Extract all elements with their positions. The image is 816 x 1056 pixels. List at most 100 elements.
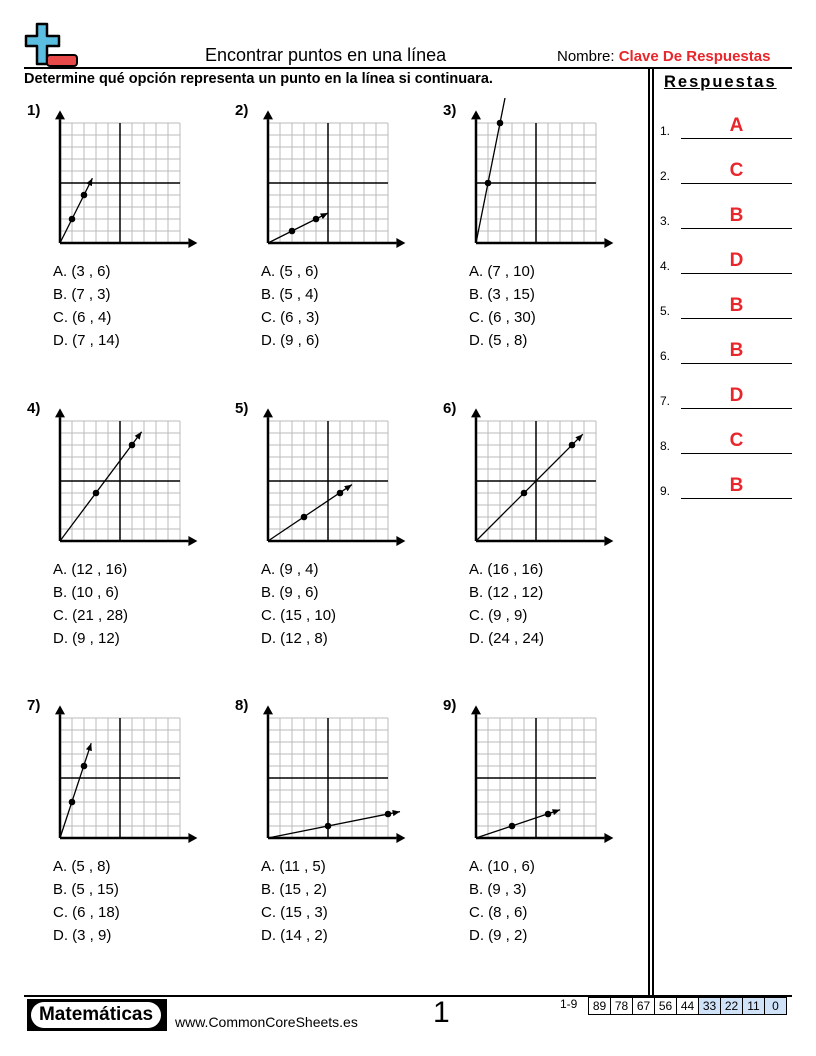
answer-option: C. (6 , 3) bbox=[261, 309, 320, 326]
answer-option: C. (15 , 10) bbox=[261, 607, 337, 624]
answer-number: 8. bbox=[660, 439, 671, 453]
plot-point bbox=[384, 810, 392, 818]
score-cell: 0 bbox=[765, 997, 787, 1015]
answer-value: B bbox=[681, 341, 792, 364]
answer-option: C. (21 , 28) bbox=[53, 607, 129, 624]
answer-value: B bbox=[681, 296, 792, 319]
x-axis-arrow bbox=[188, 238, 198, 248]
plot-line bbox=[59, 431, 143, 542]
answer-number: 4. bbox=[660, 259, 671, 273]
answer-value: B bbox=[681, 206, 792, 229]
answer-option: B. (15 , 2) bbox=[261, 881, 327, 898]
header-divider bbox=[24, 67, 792, 69]
y-axis-arrow bbox=[55, 705, 65, 715]
plot-line-arrow bbox=[344, 484, 352, 492]
answer-option: D. (9 , 12) bbox=[53, 630, 120, 647]
plot-point bbox=[508, 822, 516, 830]
plot-line bbox=[475, 433, 584, 542]
problem-number: 5) bbox=[235, 400, 249, 417]
plot-line bbox=[267, 212, 329, 244]
y-axis-arrow bbox=[263, 408, 273, 418]
answer-option: A. (9 , 4) bbox=[261, 561, 319, 578]
name-value: Clave De Respuestas bbox=[618, 48, 771, 65]
answer-option: C. (6 , 18) bbox=[53, 904, 120, 921]
answer-option: B. (12 , 12) bbox=[469, 584, 544, 601]
x-axis-arrow bbox=[188, 536, 198, 546]
problem-number: 8) bbox=[235, 697, 249, 714]
y-axis-arrow bbox=[263, 110, 273, 120]
score-cell: 33 bbox=[699, 997, 721, 1015]
answer-option: A. (11 , 5) bbox=[261, 858, 326, 875]
answer-number: 3. bbox=[660, 214, 671, 228]
problem-number: 9) bbox=[443, 697, 457, 714]
brand-logo: Matemáticas bbox=[27, 999, 167, 1031]
name-field: Nombre: Clave De Respuestas bbox=[557, 48, 770, 65]
answer-option: D. (9 , 2) bbox=[469, 927, 528, 944]
plot-point bbox=[568, 441, 576, 449]
answer-value: D bbox=[681, 386, 792, 409]
problem-number: 2) bbox=[235, 102, 249, 119]
plot-point bbox=[128, 441, 136, 449]
plot-point bbox=[496, 119, 504, 127]
site-url: www.CommonCoreSheets.es bbox=[175, 1014, 358, 1030]
y-axis-arrow bbox=[471, 705, 481, 715]
coordinate-graph bbox=[55, 705, 198, 843]
plot-line-arrow bbox=[392, 809, 400, 817]
plot-point bbox=[312, 215, 320, 223]
answer-option: A. (7 , 10) bbox=[469, 263, 535, 280]
score-cell: 67 bbox=[633, 997, 655, 1015]
answer-option: D. (7 , 14) bbox=[53, 332, 120, 349]
plot-line-arrow bbox=[552, 809, 560, 816]
x-axis-arrow bbox=[604, 536, 614, 546]
plot-point bbox=[80, 762, 88, 770]
answer-option: B. (9 , 6) bbox=[261, 584, 319, 601]
x-axis-arrow bbox=[604, 238, 614, 248]
y-axis-arrow bbox=[55, 110, 65, 120]
answer-option: A. (5 , 8) bbox=[53, 858, 111, 875]
plot-point bbox=[544, 810, 552, 818]
plot-line bbox=[267, 810, 401, 839]
page-title: Encontrar puntos en una línea bbox=[205, 45, 447, 65]
problem-number: 3) bbox=[443, 102, 457, 119]
answer-number: 5. bbox=[660, 304, 671, 318]
brand-text: Matemáticas bbox=[31, 1002, 161, 1028]
answers-heading: Respuestas bbox=[664, 73, 777, 91]
y-axis-arrow bbox=[55, 408, 65, 418]
plot-point bbox=[288, 227, 296, 235]
answer-option: A. (16 , 16) bbox=[469, 561, 544, 578]
answer-option: A. (12 , 16) bbox=[53, 561, 128, 578]
answer-value: A bbox=[681, 116, 792, 139]
answer-option: C. (6 , 30) bbox=[469, 309, 536, 326]
answer-option: C. (8 , 6) bbox=[469, 904, 528, 921]
coordinate-graph bbox=[471, 408, 614, 546]
plot-point bbox=[68, 215, 76, 223]
x-axis-arrow bbox=[604, 833, 614, 843]
answer-option: C. (6 , 4) bbox=[53, 309, 112, 326]
score-label: 1-9 bbox=[560, 997, 578, 1011]
answer-value: B bbox=[681, 476, 792, 499]
answer-option: B. (7 , 3) bbox=[53, 286, 111, 303]
answer-number: 1. bbox=[660, 124, 671, 138]
answer-number: 2. bbox=[660, 169, 671, 183]
y-axis-arrow bbox=[471, 110, 481, 120]
plot-point bbox=[520, 489, 528, 497]
instructions: Determine qué opción representa un punto… bbox=[24, 71, 493, 87]
problem-number: 1) bbox=[27, 102, 41, 119]
answer-number: 6. bbox=[660, 349, 671, 363]
plot-point bbox=[92, 489, 100, 497]
column-divider bbox=[652, 69, 654, 995]
y-axis-arrow bbox=[471, 408, 481, 418]
score-table: 1-9 89 78 67 56 44 33 22 11 0 bbox=[560, 997, 787, 1015]
answer-option: D. (12 , 8) bbox=[261, 630, 328, 647]
answer-value: C bbox=[681, 431, 792, 454]
answer-option: A. (3 , 6) bbox=[53, 263, 111, 280]
plot-point bbox=[68, 798, 76, 806]
plot-point bbox=[80, 191, 88, 199]
coordinate-graph bbox=[55, 110, 198, 248]
score-cell: 89 bbox=[588, 997, 611, 1015]
coordinate-graph bbox=[471, 705, 614, 843]
coordinate-graph bbox=[263, 110, 406, 248]
plot-line-arrow bbox=[134, 431, 142, 440]
score-cell: 56 bbox=[655, 997, 677, 1015]
